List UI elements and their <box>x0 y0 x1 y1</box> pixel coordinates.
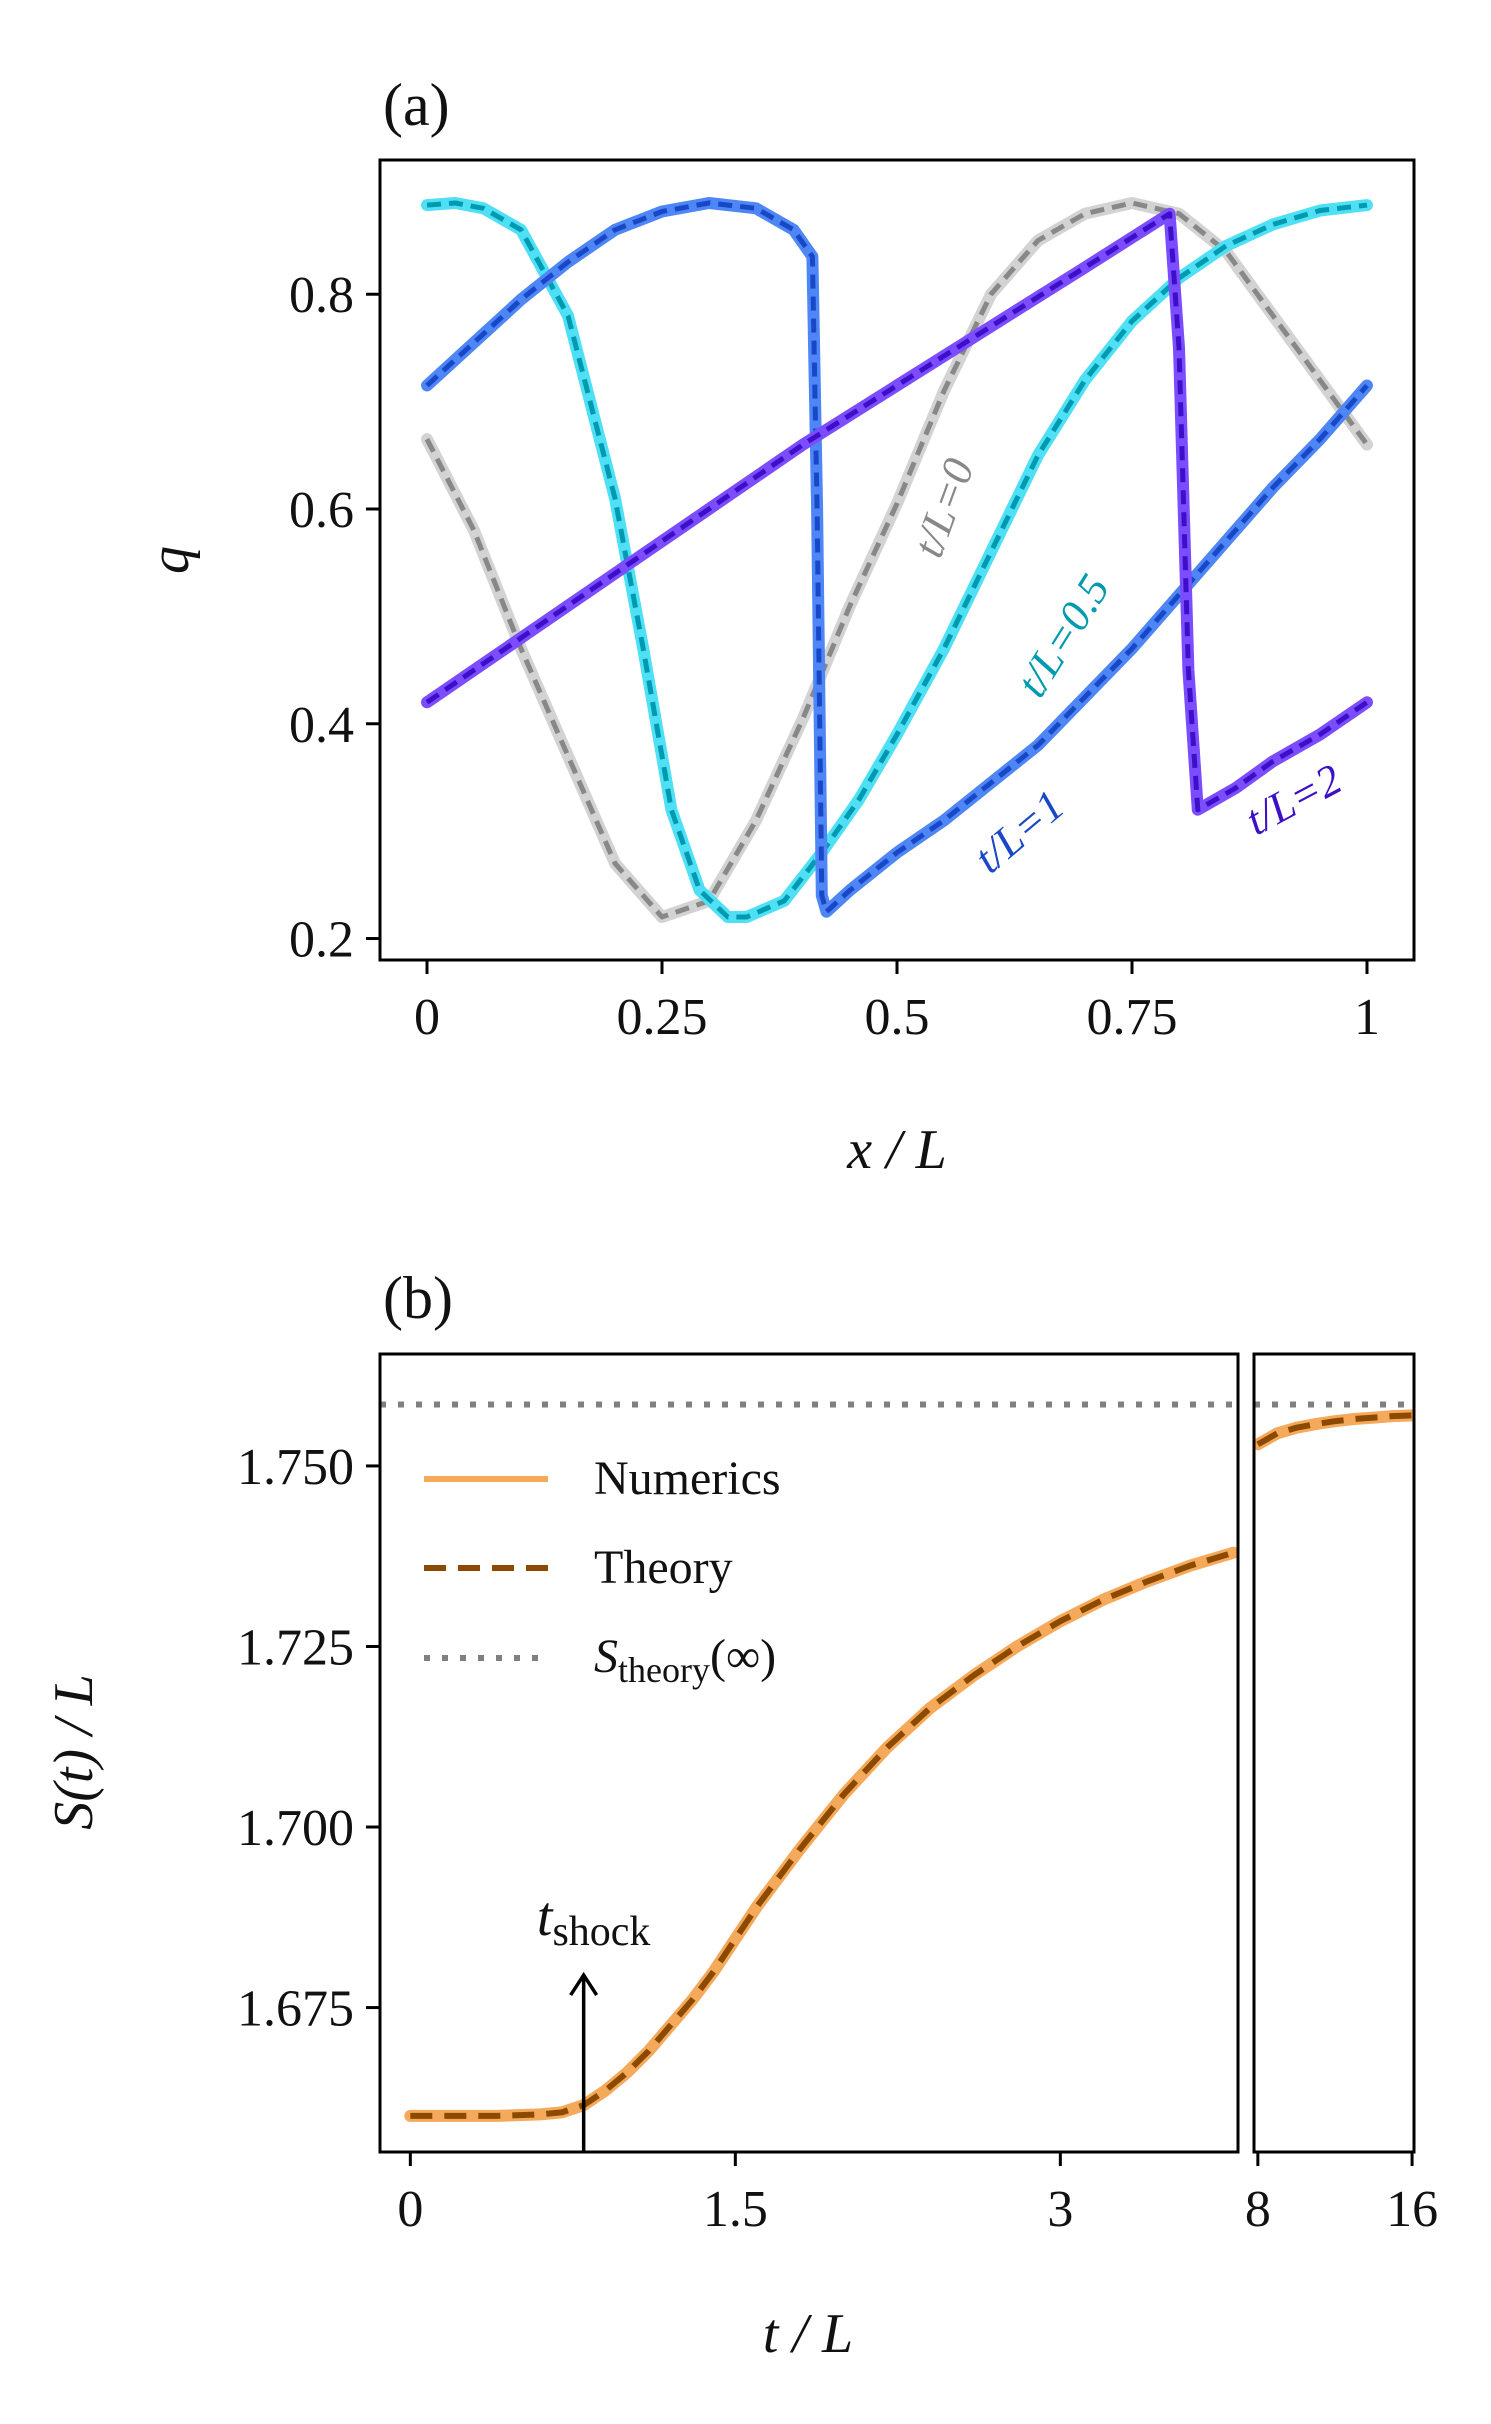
shock-annotation: tshock <box>537 1886 651 2152</box>
shock-arrow-head <box>569 1971 599 1997</box>
panel-b-theory-curve-late <box>1256 1412 1413 1447</box>
legend-theory-label: Theory <box>594 1541 733 1594</box>
shock-label-main: t <box>537 1886 554 1948</box>
panel-a-ylabel: q <box>139 546 201 574</box>
shock-label-sub: shock <box>552 1909 650 1955</box>
panel-a-xlabel: x / L <box>846 1119 947 1181</box>
panel-a-xtick-label: 0 <box>414 989 440 1046</box>
panel-b-label: (b) <box>383 1265 453 1331</box>
panel-a-y-ticks: 0.2 0.4 0.6 0.8 <box>289 267 380 969</box>
panel-b-legend: Numerics Theory Stheory(∞) <box>424 1452 781 1690</box>
panel-b-ytick-label: 1.675 <box>237 1981 354 2038</box>
panel-a-theory-curve-2 <box>425 200 1369 915</box>
panel-b-ytick-label: 1.725 <box>237 1619 354 1676</box>
panel-a-xtick-label: 0.25 <box>617 989 708 1046</box>
panel-b-xtick-label: 3 <box>1047 2181 1073 2238</box>
panel-b-ytick-label: 1.750 <box>237 1439 354 1496</box>
panel-b-ylabel: S(t) / L <box>43 1674 105 1830</box>
panel-b-y-ticks: 1.675 1.700 1.725 1.750 <box>237 1439 380 2038</box>
legend-asymptote-arg: (∞) <box>710 1630 776 1683</box>
panel-a-theory-curve-3 <box>425 211 1369 813</box>
panel-a-xtick-label: 0.5 <box>865 989 930 1046</box>
panel-b-left-frame <box>378 1352 1240 2154</box>
panel-a-ytick-label: 0.8 <box>289 267 354 324</box>
panel-a-ytick-label: 0.6 <box>289 482 354 539</box>
panel-b-ytick-label: 1.700 <box>237 1800 354 1857</box>
panel-a-series-layer <box>421 197 1373 923</box>
panel-a-theory-curve-0 <box>424 200 1370 920</box>
panel-b-numerics-curve <box>404 1546 1238 2122</box>
panel-b-left-series-layer <box>380 1401 1238 2122</box>
panel-a-ytick-label: 0.4 <box>289 697 354 754</box>
panel-b-right-frame <box>1252 1352 1416 2154</box>
panel-b-right-series-layer <box>1254 1401 1414 1451</box>
panel-b-xtick-label: 0 <box>397 2181 423 2238</box>
legend-asymptote-main: S <box>594 1630 618 1683</box>
panel-b-xtick-label-right: 8 <box>1245 2181 1271 2238</box>
shock-label: tshock <box>537 1886 651 1955</box>
panel-b-x-ticks: 0 1.5 3 8 16 <box>397 2152 1438 2238</box>
legend-asymptote-label: Stheory(∞) <box>594 1630 776 1690</box>
panel-a-x-ticks: 0 0.25 0.5 0.75 1 <box>414 960 1380 1046</box>
panel-a-label: (a) <box>383 72 450 138</box>
panel-b-xlabel: t / L <box>763 2303 853 2365</box>
panel-a-ytick-label: 0.2 <box>289 912 354 969</box>
panel-a-xtick-label: 1 <box>1354 989 1380 1046</box>
panel-a: (a) 0 0.25 0.5 0.75 1 0.20.40.60.8 x / L q t… <box>139 72 1416 1181</box>
legend-asymptote-sub: theory <box>618 1650 710 1690</box>
panel-b-xtick-label-right: 16 <box>1386 2181 1438 2238</box>
panel-b-theory-curve <box>410 1549 1235 2119</box>
panel-a-numeric-curve-1 <box>421 197 1373 923</box>
legend-numerics-label: Numerics <box>594 1452 781 1505</box>
panel-a-xtick-label: 0.75 <box>1087 989 1178 1046</box>
panel-b-xtick-label: 1.5 <box>703 2181 768 2238</box>
